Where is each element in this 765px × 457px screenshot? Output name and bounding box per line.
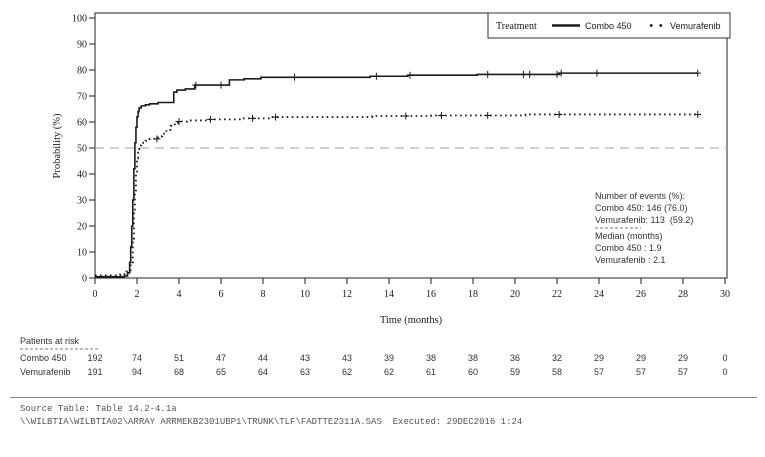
x-tick-label: 28 — [678, 289, 688, 300]
risk-cell: 36 — [510, 353, 520, 363]
legend: Treatment Combo 450 Vemurafenib — [487, 12, 731, 39]
x-tick-label: 2 — [135, 289, 140, 300]
x-tick-label: 0 — [93, 289, 98, 300]
program-path-line: \\WILBTIA\WILBTIA02\ARRAY ARRMEKB2301UBP… — [20, 417, 523, 427]
x-tick-label: 18 — [468, 289, 478, 300]
risk-cell: 44 — [258, 353, 268, 363]
risk-cell: 0 — [722, 367, 727, 377]
risk-cell: 47 — [216, 353, 226, 363]
x-tick-label: 16 — [426, 289, 436, 300]
risk-cell: 51 — [174, 353, 184, 363]
x-tick-label: 4 — [177, 289, 182, 300]
risk-row-label-vemurafenib: Vemurafenib — [20, 367, 71, 377]
y-axis-ticks: 0 10 20 30 40 50 60 70 80 90 100 — [72, 14, 95, 285]
risk-cell: 61 — [426, 367, 436, 377]
y-tick-label: 100 — [72, 14, 87, 25]
x-tick-label: 10 — [300, 289, 310, 300]
y-tick-label: 70 — [77, 92, 87, 103]
risk-cell: 29 — [678, 353, 688, 363]
y-tick-label: 30 — [77, 196, 87, 207]
x-axis-ticks: 0 2 4 6 8 10 12 14 16 18 20 22 24 26 28 30 — [93, 278, 730, 300]
annotation-median-header: Median (months) — [595, 231, 663, 241]
risk-cell: 43 — [300, 353, 310, 363]
x-tick-label: 26 — [636, 289, 646, 300]
risk-cell: 192 — [87, 353, 102, 363]
risk-cell: 94 — [132, 367, 142, 377]
risk-cell: 191 — [87, 367, 102, 377]
legend-title: Treatment — [496, 21, 537, 32]
curve-combo-450 — [95, 72, 698, 278]
risk-cell: 38 — [426, 353, 436, 363]
patients-at-risk-table: Patients at risk Combo 450 Vemurafenib 1… — [20, 336, 728, 377]
y-tick-label: 90 — [77, 40, 87, 51]
risk-cell: 58 — [552, 367, 562, 377]
x-tick-label: 24 — [594, 289, 604, 300]
risk-cell: 43 — [342, 353, 352, 363]
y-tick-label: 60 — [77, 118, 87, 129]
risk-cell: 29 — [594, 353, 604, 363]
legend-box — [487, 12, 731, 39]
risk-cell: 62 — [342, 367, 352, 377]
y-tick-label: 80 — [77, 66, 87, 77]
risk-cell: 64 — [258, 367, 268, 377]
annotation-events-vemurafenib: Vemurafenib: 113 (59.2) — [595, 215, 693, 225]
events-median-annotation: Number of events (%): Combo 450: 146 (76… — [595, 191, 693, 265]
risk-row-label-combo: Combo 450 — [20, 353, 67, 363]
annotation-median-combo: Combo 450 : 1.9 — [595, 243, 662, 253]
risk-cell: 57 — [678, 367, 688, 377]
x-tick-label: 30 — [720, 289, 730, 300]
risk-cell: 57 — [636, 367, 646, 377]
risk-cell: 0 — [722, 353, 727, 363]
x-tick-label: 12 — [342, 289, 352, 300]
risk-cell: 39 — [384, 353, 394, 363]
annotation-median-vemurafenib: Vemurafenib : 2.1 — [595, 255, 666, 265]
censor-marks — [153, 69, 702, 143]
plot-frame — [94, 12, 728, 279]
risk-cell: 68 — [174, 367, 184, 377]
source-table-line: Source Table: Table 14.2-4.1a — [20, 404, 177, 414]
risk-cell: 74 — [132, 353, 142, 363]
y-tick-label: 20 — [77, 222, 87, 233]
x-tick-label: 14 — [384, 289, 394, 300]
risk-cell: 59 — [510, 367, 520, 377]
footer-divider — [10, 397, 757, 398]
y-tick-label: 50 — [77, 144, 87, 155]
x-tick-label: 8 — [261, 289, 266, 300]
y-tick-label: 10 — [77, 248, 87, 259]
risk-cell: 63 — [300, 367, 310, 377]
annotation-events-combo: Combo 450: 146 (76.0) — [595, 203, 688, 213]
x-axis-title: Time (months) — [380, 315, 443, 326]
risk-cell: 60 — [468, 367, 478, 377]
annotation-events-header: Number of events (%): — [595, 191, 685, 201]
risk-cell: 57 — [594, 367, 604, 377]
x-tick-label: 20 — [510, 289, 520, 300]
x-tick-label: 22 — [552, 289, 562, 300]
risk-cell: 38 — [468, 353, 478, 363]
y-axis-title: Probability (%) — [52, 113, 63, 179]
y-tick-label: 0 — [82, 274, 87, 285]
risk-cell: 65 — [216, 367, 226, 377]
risk-cell: 32 — [552, 353, 562, 363]
risk-cell: 29 — [636, 353, 646, 363]
legend-entry-vemurafenib: Vemurafenib — [670, 21, 721, 31]
y-tick-label: 40 — [77, 170, 87, 181]
legend-entry-combo: Combo 450 — [585, 21, 632, 31]
risk-table-title: Patients at risk — [20, 336, 80, 346]
risk-cell: 62 — [384, 367, 394, 377]
risk-number-cells: 192 74 51 47 44 43 43 39 38 38 36 32 29 29 29 0 191 94 68 6… — [87, 353, 727, 377]
x-tick-label: 6 — [219, 289, 224, 300]
